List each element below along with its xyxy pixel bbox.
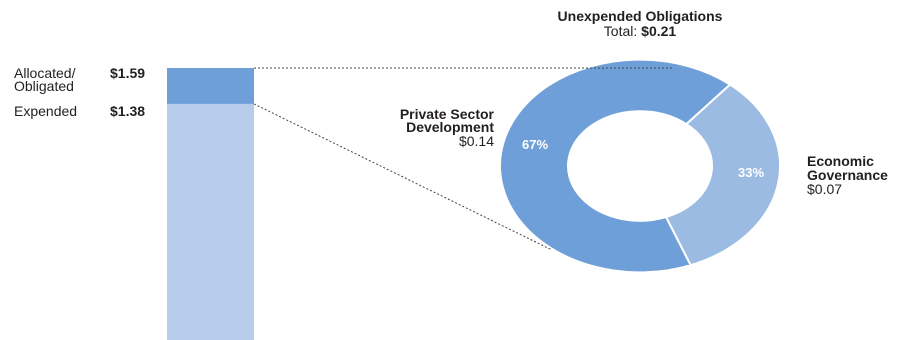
slice-label-economic-line2: Governance bbox=[807, 167, 888, 183]
slice-label-economic-line1: Economic bbox=[807, 153, 874, 169]
bar-expended bbox=[167, 103, 254, 340]
donut-slice-private-sector bbox=[499, 58, 732, 274]
slice-value-economic: $0.07 bbox=[807, 181, 843, 197]
donut-subtitle-prefix: Total: bbox=[603, 23, 642, 39]
expended-value: $1.38 bbox=[110, 103, 146, 119]
slice-percent-economic: 33% bbox=[738, 165, 765, 180]
slice-label-private-line2: Development bbox=[406, 119, 494, 135]
donut-title: Unexpended Obligations bbox=[557, 8, 723, 24]
allocated-label-line1: Allocated/ bbox=[14, 65, 76, 81]
expended-label: Expended bbox=[14, 103, 78, 119]
connector-bottom bbox=[253, 103, 553, 251]
donut-subtitle: Total: $0.21 bbox=[530, 24, 750, 38]
allocated-label-line2: Obligated bbox=[14, 78, 74, 94]
slice-value-private: $0.14 bbox=[458, 133, 494, 149]
slice-percent-private: 67% bbox=[522, 137, 549, 152]
slice-label-private-line1: Private Sector bbox=[399, 106, 494, 122]
bar-unexpended bbox=[167, 68, 254, 104]
donut-subtitle-value: $0.21 bbox=[641, 23, 677, 39]
allocated-value: $1.59 bbox=[110, 65, 146, 81]
donut-slice-economic-governance bbox=[664, 83, 781, 267]
